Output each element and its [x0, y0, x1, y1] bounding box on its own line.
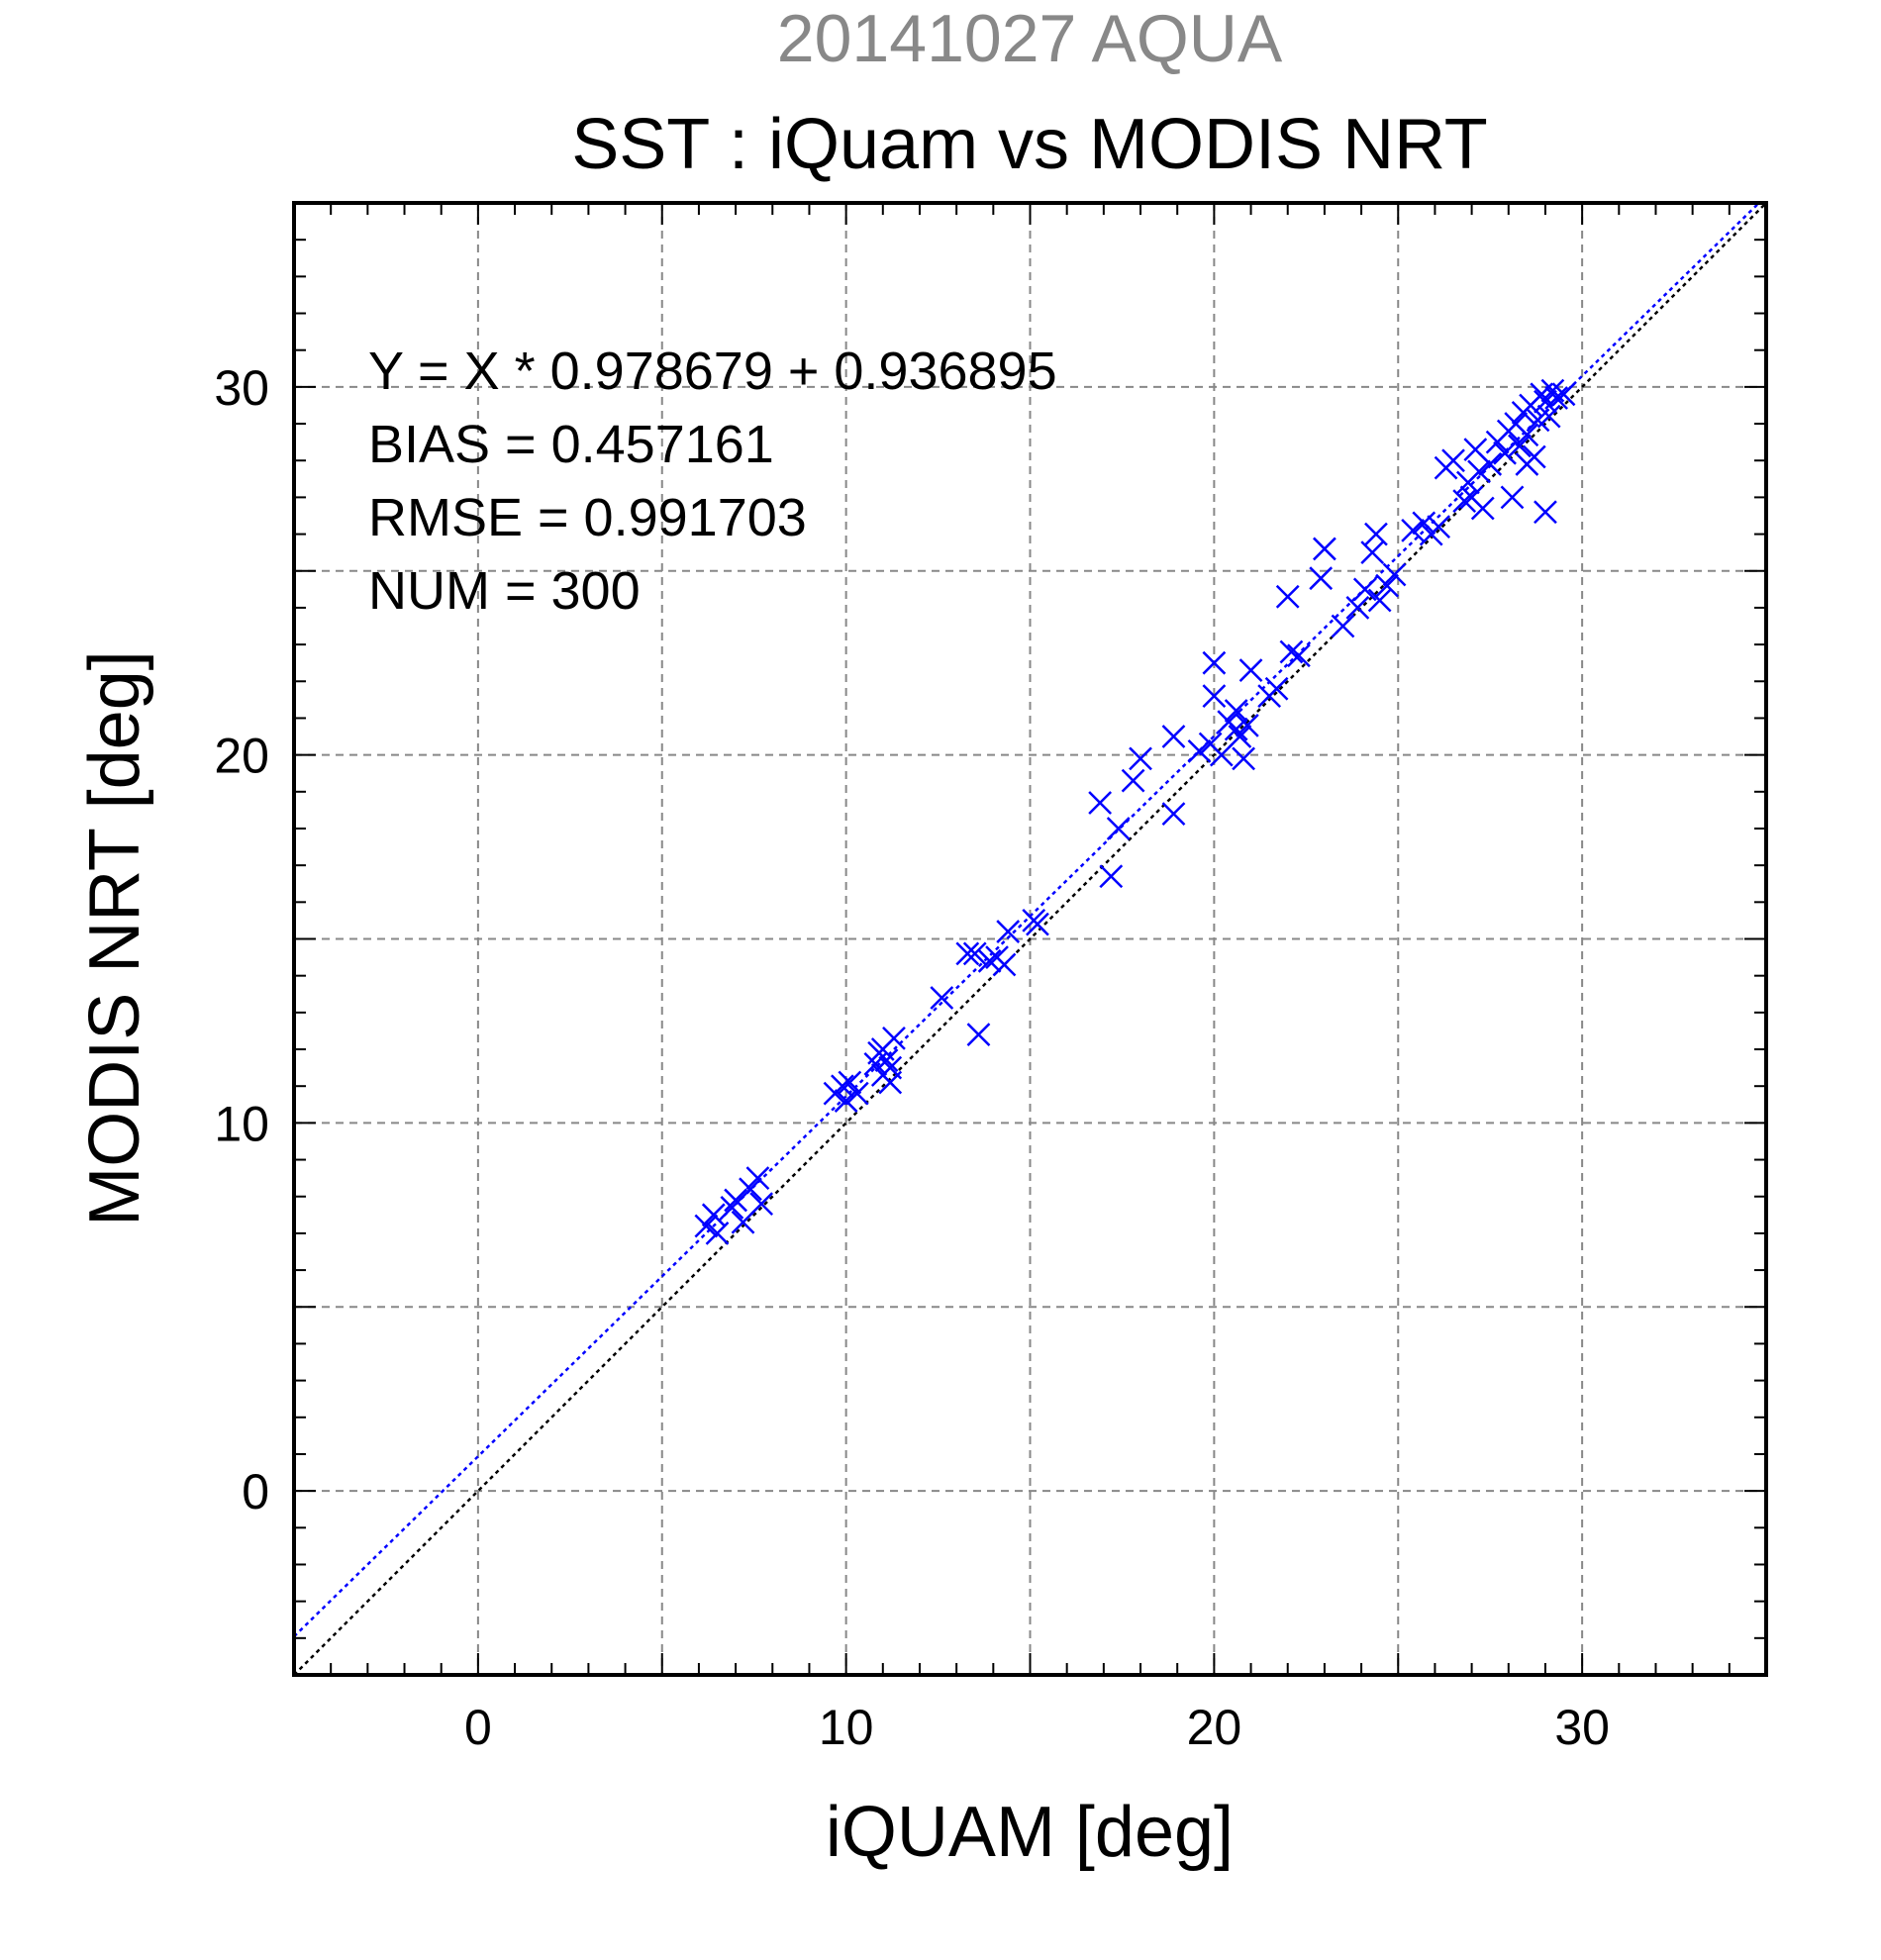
data-point	[1106, 817, 1131, 840]
data-point	[1467, 459, 1491, 484]
stat-bias: BIAS = 0.457161	[368, 415, 774, 474]
data-point	[1401, 518, 1426, 542]
data-point	[955, 941, 980, 966]
data-point	[1264, 676, 1289, 701]
data-point	[1161, 725, 1186, 748]
data-point	[1161, 802, 1186, 826]
data-point	[1187, 739, 1212, 763]
data-point	[1551, 382, 1576, 407]
data-point	[1412, 511, 1436, 536]
data-point	[1202, 684, 1227, 709]
data-point	[1313, 537, 1336, 561]
data-point	[1375, 573, 1399, 598]
data-point	[1478, 452, 1503, 476]
data-point	[930, 986, 954, 1010]
chart-title: SST : iQuam vs MODIS NRT	[571, 105, 1488, 184]
stat-equation: Y = X * 0.978679 + 0.936895	[368, 342, 1057, 401]
data-point	[1202, 650, 1227, 675]
data-point	[834, 1089, 858, 1113]
y-tick-label: 30	[214, 360, 269, 416]
data-point	[720, 1195, 744, 1220]
data-point	[996, 920, 1021, 943]
data-point	[1129, 746, 1152, 771]
y-axis-label: MODIS NRT [deg]	[75, 650, 154, 1226]
data-point	[1121, 768, 1145, 793]
data-point	[1275, 584, 1300, 609]
data-point	[1224, 717, 1248, 741]
data-point	[739, 1177, 762, 1202]
data-point	[749, 1192, 774, 1217]
data-point	[1228, 725, 1252, 748]
data-point	[1493, 441, 1517, 465]
x-tick-label: 0	[464, 1700, 492, 1755]
data-point	[831, 1074, 854, 1099]
data-point	[731, 1210, 755, 1234]
data-point	[1088, 791, 1113, 815]
x-tick-labels: 0 10 20 30	[464, 1700, 1610, 1755]
plot-frame	[292, 201, 1768, 1677]
data-point	[878, 1055, 903, 1080]
data-point	[1232, 746, 1255, 771]
data-point	[1209, 742, 1234, 767]
data-point	[1352, 577, 1377, 602]
data-point	[962, 941, 987, 966]
data-point	[1099, 864, 1124, 889]
data-point	[724, 1188, 747, 1213]
fit-line	[293, 202, 1760, 1638]
data-point	[705, 1222, 730, 1245]
data-point	[1364, 522, 1388, 546]
data-point	[870, 1037, 895, 1061]
y-tick-label: 0	[242, 1464, 269, 1519]
x-tick-label: 10	[819, 1700, 874, 1755]
data-point	[1470, 496, 1495, 521]
data-point	[1441, 448, 1465, 473]
data-point	[1427, 515, 1451, 539]
data-point	[1534, 500, 1557, 525]
data-point	[1345, 596, 1370, 620]
data-point	[1536, 404, 1561, 429]
data-point	[1515, 423, 1539, 447]
stat-rmse: RMSE = 0.991703	[368, 488, 807, 547]
y-tick-label: 20	[214, 729, 269, 784]
data-point	[1331, 614, 1355, 638]
data-point	[1367, 588, 1392, 613]
data-point	[1382, 562, 1407, 587]
data-points	[694, 378, 1576, 1245]
data-point	[1360, 540, 1385, 565]
y-tick-label: 10	[214, 1096, 269, 1151]
data-point	[1026, 912, 1049, 936]
data-point	[1544, 386, 1568, 410]
data-point	[1224, 699, 1248, 723]
stat-num: NUM = 300	[368, 561, 641, 621]
data-point	[844, 1081, 869, 1106]
x-tick-label: 20	[1187, 1700, 1242, 1755]
data-point	[1309, 566, 1334, 591]
data-point	[1452, 489, 1477, 514]
data-point	[977, 948, 1002, 973]
data-point	[966, 1023, 991, 1047]
data-point	[1508, 434, 1532, 458]
x-axis-label: iQUAM [deg]	[826, 1793, 1234, 1872]
data-point	[1500, 485, 1525, 510]
data-point	[838, 1070, 862, 1095]
data-point	[694, 1214, 719, 1238]
data-point	[1522, 444, 1546, 469]
data-point	[1286, 643, 1311, 668]
data-point	[701, 1203, 726, 1227]
data-point	[992, 952, 1017, 977]
y-tick-labels: 0 10 20 30	[214, 360, 269, 1519]
data-point	[1279, 639, 1304, 664]
data-point	[745, 1166, 770, 1191]
data-point	[1238, 658, 1263, 683]
x-tick-label: 30	[1554, 1700, 1610, 1755]
chart-supertitle: 20141027 AQUA	[777, 1, 1283, 76]
